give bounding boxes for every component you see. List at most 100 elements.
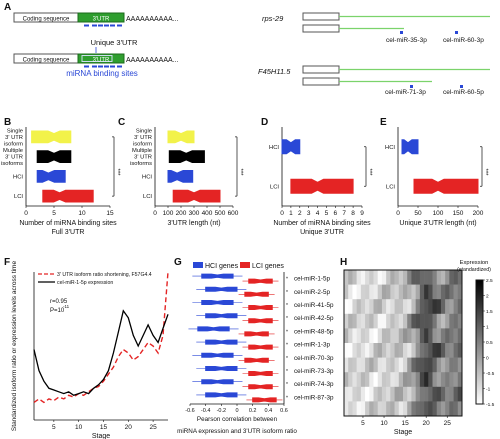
category-label: isoform xyxy=(133,141,152,147)
heatmap-cell xyxy=(390,401,395,417)
box-lci xyxy=(244,291,269,297)
heatmap-cell xyxy=(445,299,450,315)
heatmap-cell xyxy=(449,299,454,315)
heatmap-cell xyxy=(394,284,400,300)
significance: * xyxy=(286,329,288,335)
heatmap-cell xyxy=(449,270,454,285)
heatmap-cell xyxy=(360,343,366,358)
box-lci xyxy=(248,305,273,310)
heatmap-cell xyxy=(424,328,429,344)
binding-site xyxy=(410,85,413,88)
x-axis-label: Number of miRNA binding sites xyxy=(273,220,371,227)
heatmap-cell xyxy=(352,343,357,358)
heatmap-cell xyxy=(403,401,408,417)
stat-r: r=0.95 xyxy=(50,299,68,305)
heatmap-cell xyxy=(377,270,383,285)
coding-sequence-label: Coding sequence xyxy=(23,58,70,64)
panel-label-d: D xyxy=(261,117,269,128)
legend-hci-swatch xyxy=(193,262,203,268)
heatmap-cell xyxy=(365,284,370,300)
heatmap-cell xyxy=(453,270,459,285)
box-b xyxy=(42,189,94,203)
heatmap-cell xyxy=(428,328,433,344)
binding-site xyxy=(460,85,463,88)
binding-site xyxy=(98,65,103,68)
colorbar-tick-label: 2.5 xyxy=(486,278,493,284)
heatmap-cell xyxy=(436,343,442,358)
significance: *** xyxy=(482,169,488,177)
gene-name: rps-29 xyxy=(262,14,284,23)
x-tick-label: 6 xyxy=(334,210,338,217)
heatmap-cell xyxy=(365,343,370,358)
heatmap-cell xyxy=(445,284,450,300)
heatmap-cell xyxy=(365,386,370,402)
heatmap-cell xyxy=(360,386,366,402)
heatmap-cell xyxy=(377,284,383,300)
significance: * xyxy=(286,290,288,296)
heatmap-cell xyxy=(394,401,400,417)
heatmap-cell xyxy=(344,386,349,402)
heatmap-cell xyxy=(373,328,379,344)
heatmap-cell xyxy=(419,284,425,300)
heatmap-cell xyxy=(373,401,379,417)
gene-exon xyxy=(302,65,340,74)
heatmap-cell xyxy=(390,386,395,402)
heatmap-cell xyxy=(373,313,379,329)
x-tick-label: 15 xyxy=(100,424,108,431)
x-tick-label: 0 xyxy=(153,210,157,217)
binding-site xyxy=(110,24,115,27)
box-e xyxy=(413,178,479,194)
heatmap-cell xyxy=(356,313,362,329)
legend-lci-label: LCI genes xyxy=(252,263,284,270)
x-tick-label: -0.2 xyxy=(217,408,226,414)
heatmap-cell xyxy=(403,284,408,300)
heatmap-cell xyxy=(390,270,395,285)
utr-label: 3'UTR xyxy=(93,58,110,64)
heatmap-cell xyxy=(398,343,404,358)
heatmap-cell xyxy=(381,328,387,344)
heatmap-cell xyxy=(377,357,383,373)
heatmap-cell xyxy=(348,299,353,315)
heatmap-cell xyxy=(428,343,433,358)
heatmap-cell xyxy=(453,372,459,388)
heatmap-cell xyxy=(356,372,362,388)
heatmap-cell xyxy=(365,401,370,417)
heatmap-cell xyxy=(394,328,400,344)
legend-red-label: 3' UTR isoform ratio shortening, F57G4.4 xyxy=(57,272,152,278)
x-tick-label: 0.2 xyxy=(249,408,257,414)
significance: *** xyxy=(237,169,243,177)
heatmap-cell xyxy=(398,270,404,285)
heatmap-cell xyxy=(381,284,387,300)
significance: * xyxy=(286,382,288,388)
binding-site xyxy=(400,31,403,34)
binding-site xyxy=(92,65,97,68)
x-tick-label: 600 xyxy=(228,210,239,217)
x-tick-label: 500 xyxy=(215,210,226,217)
colorbar-tick-label: 1.5 xyxy=(486,309,493,315)
heatmap-cell xyxy=(457,386,463,402)
heatmap-cell xyxy=(440,270,446,285)
heatmap-cell xyxy=(428,372,433,388)
x-tick-label: 10 xyxy=(78,210,86,217)
heatmap-cell xyxy=(356,270,362,285)
x-axis-label: Pearson correlation between xyxy=(197,416,278,423)
heatmap-cell xyxy=(356,343,362,358)
x-tick-label: 20 xyxy=(125,424,133,431)
heatmap-cell xyxy=(394,270,400,285)
heatmap-cell xyxy=(424,343,429,358)
heatmap-cell xyxy=(432,372,438,388)
mirna-row-label: cel-miR-42-5p xyxy=(294,315,334,322)
heatmap-cell xyxy=(390,372,395,388)
heatmap-cell xyxy=(394,357,400,373)
heatmap-cell xyxy=(445,328,450,344)
binding-site xyxy=(84,24,89,27)
heatmap-cell xyxy=(386,357,391,373)
heatmap-cell xyxy=(419,386,425,402)
colorbar-tick-label: 2 xyxy=(486,294,489,300)
heatmap-cell xyxy=(369,357,374,373)
heatmap-cell xyxy=(360,328,366,344)
heatmap-cell xyxy=(344,270,349,285)
heatmap-cell xyxy=(432,270,438,285)
x-axis-label: Unique 3'UTR length (nt) xyxy=(399,220,476,227)
